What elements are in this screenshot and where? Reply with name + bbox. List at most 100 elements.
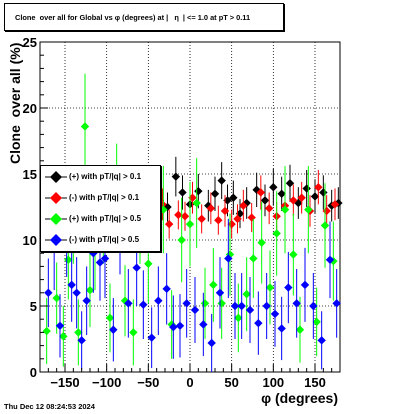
data-point <box>217 176 226 185</box>
data-point <box>67 280 76 290</box>
data-point <box>207 338 216 348</box>
data-point <box>277 324 286 333</box>
data-point <box>77 336 86 345</box>
data-point <box>325 255 335 264</box>
x-tick-label: −150 <box>50 375 79 390</box>
data-point <box>269 183 278 192</box>
data-point <box>206 204 216 213</box>
x-tick-label: 0 <box>186 375 193 390</box>
data-point <box>105 313 115 323</box>
data-point <box>164 219 174 229</box>
y-tick-label: 25 <box>23 35 37 50</box>
legend-marker <box>50 234 62 246</box>
data-point <box>332 299 341 308</box>
data-point <box>199 320 208 329</box>
data-point <box>227 219 236 229</box>
data-point <box>109 325 118 334</box>
data-point <box>297 193 306 202</box>
data-point <box>55 321 65 330</box>
legend-entry: (+) with pT/|q| > 0.5 <box>41 209 160 229</box>
legend-label: (-) with pT/|q| > 0.5 <box>69 235 140 244</box>
data-point <box>277 189 286 198</box>
data-point <box>147 333 156 342</box>
chart-title-box: Clone over all for Global vs φ (degrees)… <box>4 3 284 31</box>
data-point <box>72 288 81 297</box>
y-tick-label: 0 <box>30 365 37 380</box>
data-point <box>163 202 172 212</box>
y-axis-label: Clone over all (%) <box>7 42 23 164</box>
data-point <box>254 318 263 328</box>
data-point <box>270 309 280 319</box>
data-point <box>260 196 270 205</box>
data-point <box>300 280 310 290</box>
timestamp: Thu Dec 12 08:24:53 2024 <box>4 402 95 411</box>
data-point <box>224 254 233 263</box>
y-tick-label: 15 <box>23 167 37 182</box>
data-point <box>171 172 181 181</box>
data-point <box>159 205 168 214</box>
data-point <box>256 188 266 197</box>
x-tick-label: 50 <box>224 375 238 390</box>
data-point <box>42 326 51 336</box>
data-point <box>272 229 281 238</box>
data-point <box>265 283 275 292</box>
legend-entry: (+) with pT/|q| > 0.1 <box>41 167 160 187</box>
data-point <box>59 332 68 341</box>
data-point <box>249 254 258 263</box>
data-point <box>330 200 340 209</box>
data-point <box>237 301 246 311</box>
data-point <box>209 280 218 290</box>
data-point <box>178 188 187 197</box>
data-point <box>280 205 290 214</box>
data-point <box>185 219 195 229</box>
data-point <box>252 185 261 195</box>
data-point <box>264 204 274 213</box>
data-point <box>85 285 95 295</box>
data-point <box>310 192 320 201</box>
data-point <box>192 198 201 208</box>
data-point <box>289 250 298 259</box>
data-point <box>129 328 138 337</box>
data-point <box>180 212 190 221</box>
legend-label: (-) with pT/|q| > 0.1 <box>69 193 140 202</box>
data-point <box>262 301 271 311</box>
data-point <box>292 299 301 308</box>
data-point <box>233 214 242 224</box>
x-tick-label: −50 <box>137 375 159 390</box>
data-point <box>174 210 183 220</box>
data-point <box>214 216 223 225</box>
data-point <box>177 235 186 245</box>
data-point <box>139 300 148 309</box>
data-point <box>169 322 178 332</box>
data-point <box>320 221 330 230</box>
data-point <box>295 325 305 334</box>
data-point <box>284 283 293 292</box>
data-point <box>257 238 266 247</box>
legend-label: (+) with pT/|q| > 0.5 <box>69 214 142 223</box>
x-axis-label: φ (degrees) <box>261 390 338 406</box>
data-point <box>52 293 61 303</box>
data-point <box>175 321 185 330</box>
data-point <box>132 263 141 272</box>
data-point <box>289 196 298 205</box>
data-point <box>190 305 200 315</box>
data-point <box>230 301 240 311</box>
data-point <box>95 258 105 267</box>
x-tick-label: 150 <box>304 375 326 390</box>
legend-marker <box>50 171 62 183</box>
data-point <box>314 183 323 192</box>
data-point <box>215 288 225 297</box>
data-point <box>229 193 238 202</box>
data-point <box>234 313 243 323</box>
axes: −150 −100 −50 0 50 100 150 0 5 10 15 20 25 <box>23 35 341 390</box>
data-point <box>197 214 206 224</box>
data-point <box>239 201 248 210</box>
data-point <box>242 289 251 299</box>
data-point <box>285 179 295 188</box>
chart-title: Clone over all for Global vs φ (degrees)… <box>15 12 251 22</box>
data-point <box>304 205 313 214</box>
data-point <box>182 299 191 308</box>
data-point <box>162 284 171 294</box>
data-point <box>74 328 83 337</box>
y-tick-label: 20 <box>23 101 37 116</box>
